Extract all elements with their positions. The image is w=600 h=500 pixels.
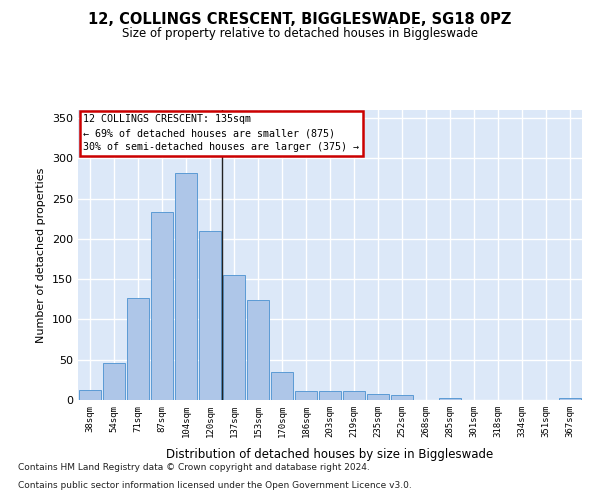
Bar <box>247 300 269 400</box>
Text: 12 COLLINGS CRESCENT: 135sqm
← 69% of detached houses are smaller (875)
30% of s: 12 COLLINGS CRESCENT: 135sqm ← 69% of de… <box>83 114 359 152</box>
Bar <box>391 395 413 400</box>
Bar <box>439 398 461 400</box>
Text: Contains public sector information licensed under the Open Government Licence v3: Contains public sector information licen… <box>18 481 412 490</box>
Bar <box>343 391 365 400</box>
Bar <box>103 363 125 400</box>
Y-axis label: Number of detached properties: Number of detached properties <box>37 168 46 342</box>
Text: Size of property relative to detached houses in Biggleswade: Size of property relative to detached ho… <box>122 28 478 40</box>
Text: 12, COLLINGS CRESCENT, BIGGLESWADE, SG18 0PZ: 12, COLLINGS CRESCENT, BIGGLESWADE, SG18… <box>88 12 512 28</box>
Bar <box>175 173 197 400</box>
Bar <box>127 298 149 400</box>
X-axis label: Distribution of detached houses by size in Biggleswade: Distribution of detached houses by size … <box>166 448 494 461</box>
Bar <box>319 391 341 400</box>
Bar <box>151 212 173 400</box>
Bar <box>559 398 581 400</box>
Bar <box>271 372 293 400</box>
Text: Contains HM Land Registry data © Crown copyright and database right 2024.: Contains HM Land Registry data © Crown c… <box>18 464 370 472</box>
Bar <box>367 394 389 400</box>
Bar <box>223 275 245 400</box>
Bar <box>295 391 317 400</box>
Bar <box>199 231 221 400</box>
Bar <box>79 390 101 400</box>
